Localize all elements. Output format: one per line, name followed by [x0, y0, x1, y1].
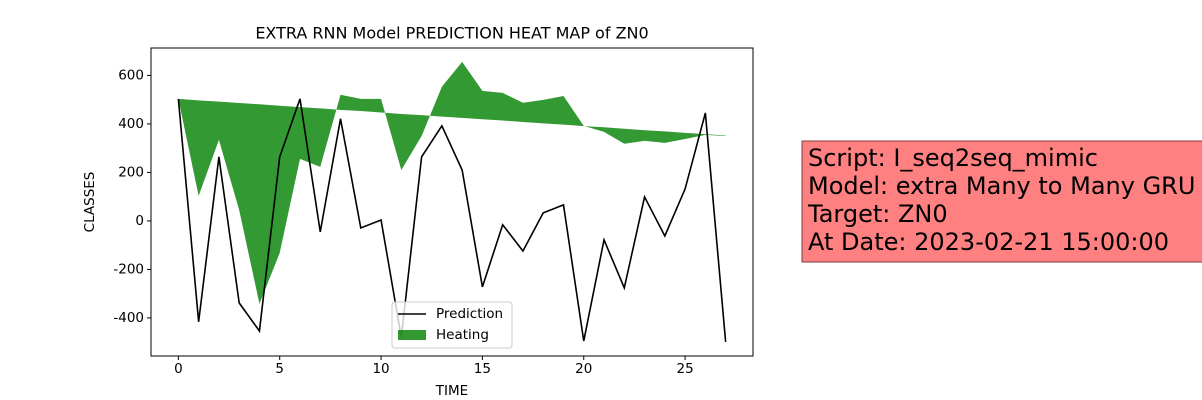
y-axis-label: CLASSES [82, 172, 98, 233]
plot-frame [150, 47, 754, 357]
x-tick-label: 15 [474, 361, 491, 377]
x-tick-label: 5 [275, 361, 284, 377]
x-tick-label: 10 [372, 361, 389, 377]
x-tick-label: 0 [174, 361, 183, 377]
y-tick-label: 0 [135, 213, 144, 229]
annotation-line: At Date: 2023-02-21 15:00:00 [808, 228, 1169, 256]
legend-label: Prediction [436, 306, 503, 322]
annotation-line: Model: extra Many to Many GRU [808, 172, 1195, 200]
annotation-box [801, 140, 1202, 263]
area [178, 61, 726, 304]
y-tick-label: 400 [118, 116, 144, 132]
line [177, 98, 727, 343]
annotation-line: Target: ZN0 [807, 200, 948, 228]
y-tick-label: -400 [113, 310, 144, 326]
legend-swatch [398, 330, 426, 340]
y-tick-label: 600 [118, 67, 144, 83]
legend-label: Heating [436, 327, 489, 343]
y-tick-label: -200 [113, 261, 144, 277]
annotation-line: Script: I_seq2seq_mimic [808, 144, 1098, 172]
x-axis-label: TIME [435, 383, 468, 399]
chart-title: EXTRA RNN Model PREDICTION HEAT MAP of Z… [255, 24, 648, 43]
x-tick-label: 25 [677, 361, 694, 377]
x-tick-label: 20 [575, 361, 592, 377]
y-tick-label: 200 [118, 164, 144, 180]
